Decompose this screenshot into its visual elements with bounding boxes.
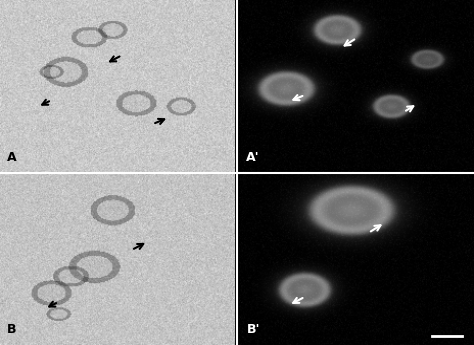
- Text: B': B': [246, 323, 260, 336]
- Text: A': A': [246, 151, 260, 164]
- Text: B: B: [7, 323, 17, 336]
- Text: A: A: [7, 151, 17, 164]
